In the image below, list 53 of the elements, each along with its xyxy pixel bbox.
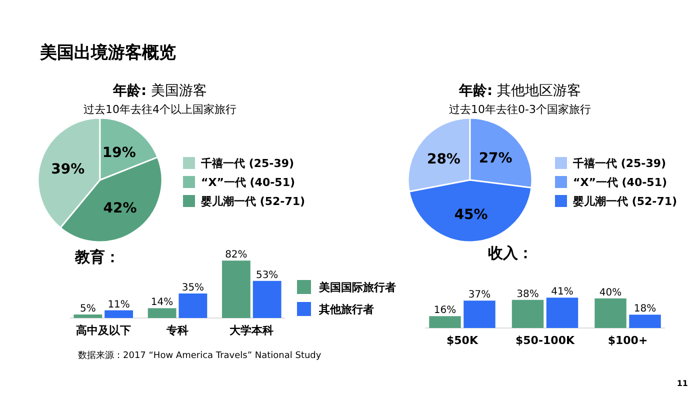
data-label: 16%: [434, 305, 456, 316]
legend-label: 千禧一代 (25-39): [572, 157, 666, 170]
data-label: 27%: [478, 150, 512, 166]
bar: [178, 294, 208, 318]
data-label: 39%: [51, 161, 85, 178]
data-label: 45%: [454, 207, 488, 224]
bar: [222, 260, 250, 318]
x-tick-label: $50-100K: [515, 334, 575, 347]
legend-label: 其他旅行者: [318, 303, 374, 316]
data-label: 35%: [182, 282, 204, 294]
chart-subtitle: 过去10年去往4个以上国家旅行: [84, 103, 236, 116]
data-label: 11%: [108, 299, 130, 310]
data-label: 19%: [102, 144, 136, 161]
legend-label: 美国国际旅行者: [318, 281, 396, 294]
legend-label: 婴儿潮一代 (52-71): [572, 195, 678, 208]
bar: [464, 300, 496, 328]
source-note: 数据来源：2017 “How America Travels” National Study: [78, 350, 322, 361]
data-label: 18%: [634, 304, 656, 315]
data-label: 82%: [225, 250, 248, 261]
text: 美国出境游客概览: [39, 43, 176, 63]
legend-label: 婴儿潮一代 (52-71): [200, 195, 306, 208]
chart-title: 收入：: [488, 244, 533, 262]
data-label: 53%: [256, 270, 278, 281]
legend-label: “X”一代 (40-51): [573, 176, 668, 189]
data-label: 14%: [150, 297, 174, 308]
data-label: 42%: [103, 200, 137, 217]
bar: [629, 314, 661, 328]
x-tick-label: 大学本科: [230, 324, 274, 337]
x-tick-label: 专科: [166, 324, 188, 337]
data-label: 40%: [599, 287, 622, 298]
bar: [546, 298, 578, 328]
data-label: 37%: [468, 290, 491, 301]
data-label: 5%: [80, 304, 96, 314]
legend-label: 千禧一代 (25-39): [200, 157, 294, 170]
legend-label: “X”一代 (40-51): [201, 176, 296, 189]
chart-title: 教育：: [74, 248, 120, 266]
chart-subtitle: 过去10年去往0-3个国家旅行: [449, 103, 591, 116]
data-label: 28%: [426, 151, 460, 168]
data-label: 41%: [551, 286, 574, 298]
bar: [594, 298, 626, 328]
data-label: 38%: [516, 288, 539, 300]
bar: [512, 300, 544, 328]
chart-title: 年龄: 其他地区游客: [458, 83, 582, 99]
x-tick-label: $50K: [446, 334, 478, 347]
bar: [74, 314, 102, 318]
chart-title: 年龄: 美国游客: [112, 83, 208, 99]
bar: [148, 308, 176, 318]
x-tick-label: $100+: [608, 334, 648, 347]
bar: [252, 280, 282, 318]
bar: [104, 310, 134, 318]
x-tick-label: 高中及以下: [76, 324, 131, 337]
text: 11: [676, 379, 688, 388]
bar: [429, 316, 461, 328]
